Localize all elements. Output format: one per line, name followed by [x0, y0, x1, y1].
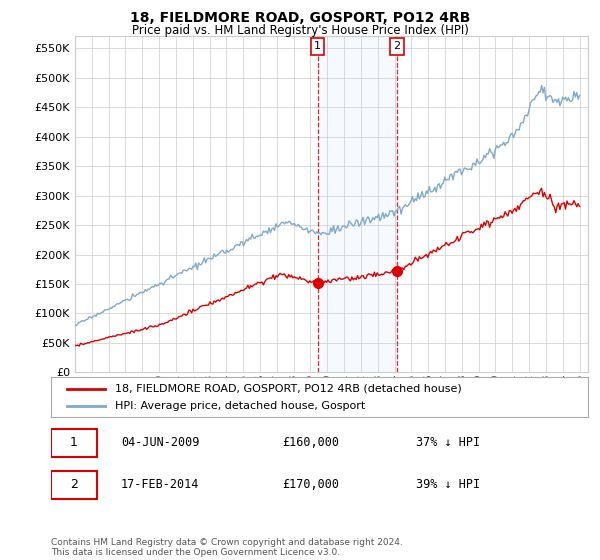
Text: HPI: Average price, detached house, Gosport: HPI: Average price, detached house, Gosp… [115, 401, 365, 411]
Text: 04-JUN-2009: 04-JUN-2009 [121, 436, 199, 450]
FancyBboxPatch shape [51, 430, 97, 456]
Text: Contains HM Land Registry data © Crown copyright and database right 2024.
This d: Contains HM Land Registry data © Crown c… [51, 538, 403, 557]
Text: 17-FEB-2014: 17-FEB-2014 [121, 478, 199, 492]
Text: 18, FIELDMORE ROAD, GOSPORT, PO12 4RB (detached house): 18, FIELDMORE ROAD, GOSPORT, PO12 4RB (d… [115, 384, 462, 394]
Text: £170,000: £170,000 [282, 478, 339, 492]
Text: Price paid vs. HM Land Registry's House Price Index (HPI): Price paid vs. HM Land Registry's House … [131, 24, 469, 36]
Text: 37% ↓ HPI: 37% ↓ HPI [416, 436, 480, 450]
Text: 2: 2 [393, 41, 400, 52]
Text: 1: 1 [314, 41, 321, 52]
Text: 1: 1 [70, 436, 78, 450]
Text: 18, FIELDMORE ROAD, GOSPORT, PO12 4RB: 18, FIELDMORE ROAD, GOSPORT, PO12 4RB [130, 11, 470, 25]
Bar [317, 36, 397, 372]
Text: 2: 2 [70, 478, 78, 492]
FancyBboxPatch shape [51, 472, 97, 498]
Text: 39% ↓ HPI: 39% ↓ HPI [416, 478, 480, 492]
Text: £160,000: £160,000 [282, 436, 339, 450]
